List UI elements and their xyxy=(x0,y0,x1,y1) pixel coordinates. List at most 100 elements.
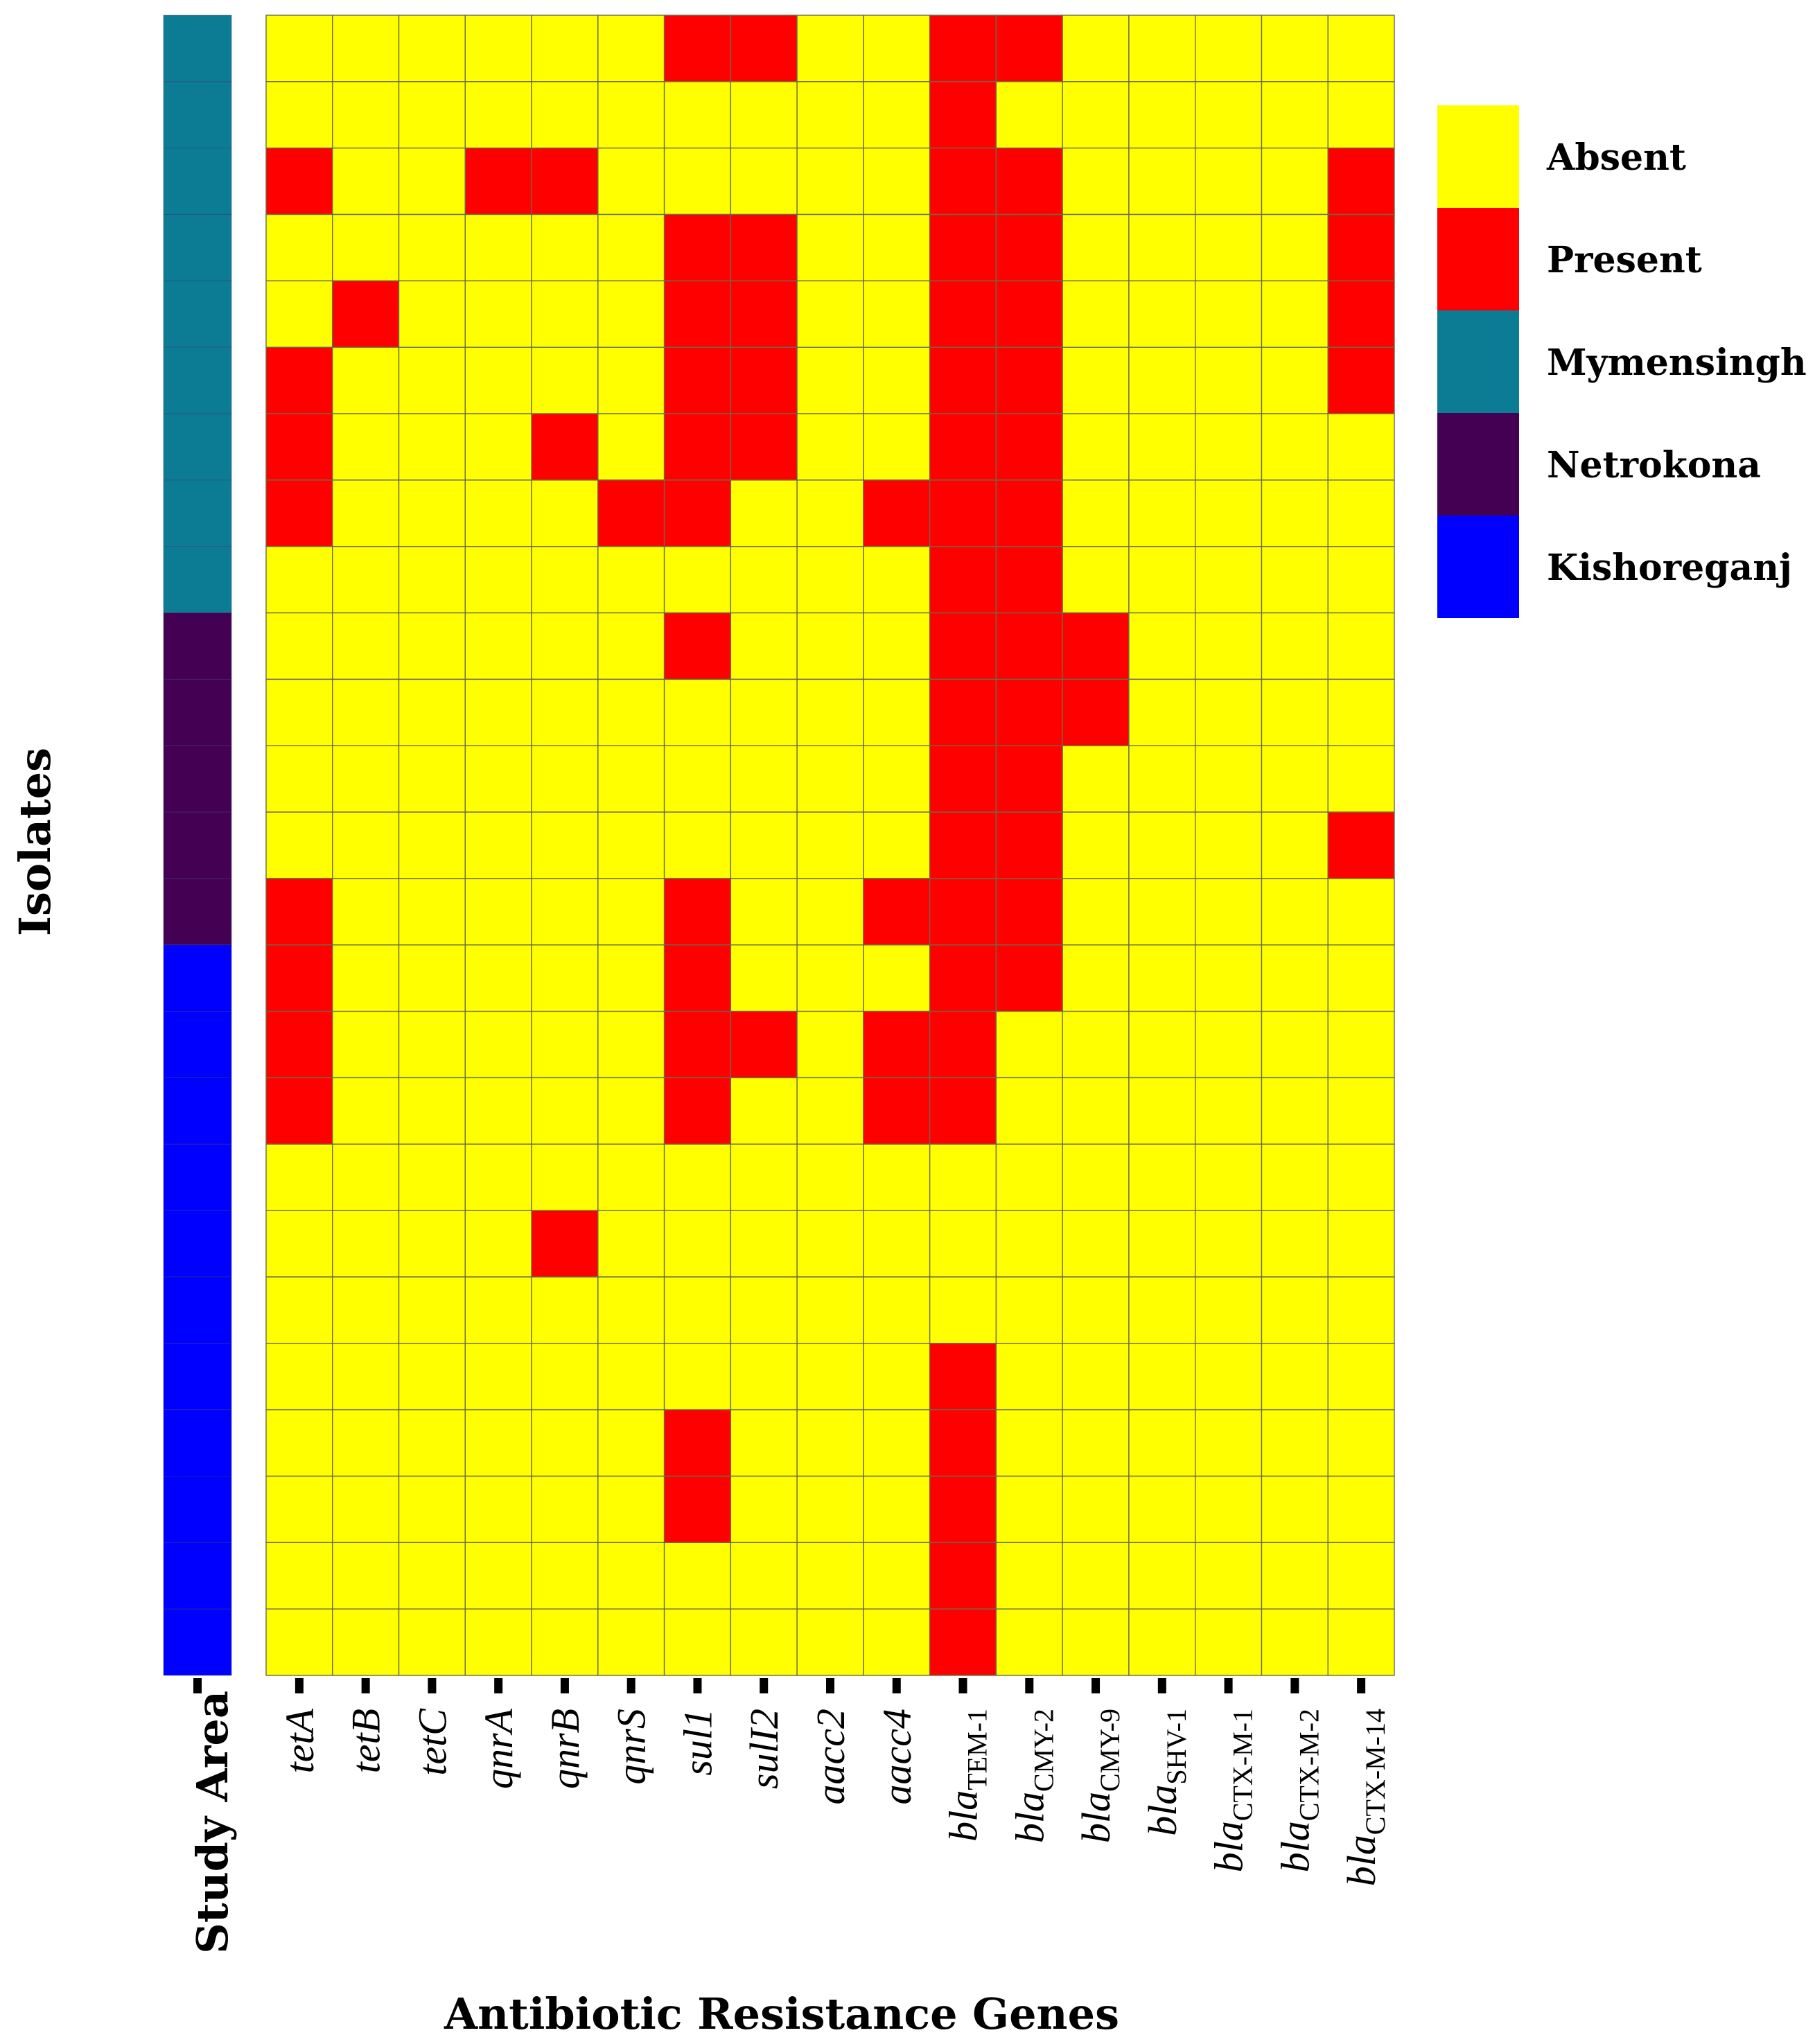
heatmap-cell xyxy=(1062,1475,1130,1544)
heatmap-cell xyxy=(863,678,931,746)
heatmap-cell xyxy=(1261,1276,1329,1344)
heatmap-cell xyxy=(995,944,1063,1012)
heatmap-cell xyxy=(1327,1276,1395,1344)
heatmap-cell xyxy=(1327,612,1395,680)
heatmap-cell xyxy=(929,346,997,414)
heatmap-cell xyxy=(995,1475,1063,1544)
heatmap-cell xyxy=(398,745,466,813)
study-area-cell xyxy=(163,81,232,149)
heatmap-cell xyxy=(796,745,864,813)
heatmap-cell xyxy=(1062,479,1130,547)
heatmap-cell xyxy=(863,811,931,879)
heatmap-cell xyxy=(1327,1210,1395,1278)
heatmap-cell xyxy=(1327,1409,1395,1477)
legend-swatch xyxy=(1437,208,1519,310)
heatmap-cell xyxy=(863,15,931,82)
x-tick xyxy=(892,1678,901,1693)
gene-label: blaCTX-M-1 xyxy=(1207,1709,1259,1872)
legend-swatch xyxy=(1437,516,1519,618)
heatmap-cell xyxy=(730,1409,798,1477)
heatmap-cell xyxy=(1195,745,1263,813)
heatmap-cell xyxy=(663,479,732,547)
study-area-cell xyxy=(163,944,232,1012)
heatmap-cell xyxy=(531,280,599,348)
heatmap-cell xyxy=(464,81,532,149)
heatmap-cell xyxy=(1261,546,1329,614)
heatmap-cell xyxy=(1062,612,1130,680)
study-area-cell xyxy=(163,1011,232,1078)
heatmap-cell xyxy=(265,1276,333,1344)
heatmap-cell xyxy=(863,1475,931,1544)
heatmap-cell xyxy=(863,213,931,282)
heatmap-cell xyxy=(1327,479,1395,547)
study-area-cell xyxy=(163,1077,232,1145)
heatmap-cell xyxy=(1327,944,1395,1012)
heatmap-cell xyxy=(863,346,931,414)
heatmap-cell xyxy=(995,81,1063,149)
heatmap-cell xyxy=(995,1542,1063,1610)
heatmap-cell xyxy=(995,15,1063,82)
heatmap-cell xyxy=(1128,1077,1196,1145)
x-tick xyxy=(626,1678,635,1693)
heatmap-cell xyxy=(464,213,532,282)
heatmap-cell xyxy=(995,878,1063,946)
gene-label: sul1 xyxy=(675,1709,720,1776)
heatmap-cell xyxy=(1261,280,1329,348)
heatmap-cell xyxy=(995,147,1063,215)
heatmap-cell xyxy=(929,811,997,879)
heatmap-cell xyxy=(531,346,599,414)
heatmap-cell xyxy=(332,811,400,879)
heatmap-cell xyxy=(929,479,997,547)
heatmap-cell xyxy=(1062,346,1130,414)
heatmap-cell xyxy=(995,612,1063,680)
heatmap-cell xyxy=(464,878,532,946)
heatmap-cell xyxy=(1195,1077,1263,1145)
heatmap-cell xyxy=(1062,1276,1130,1344)
heatmap-cell xyxy=(1261,1475,1329,1544)
heatmap-cell xyxy=(995,213,1063,282)
heatmap-cell xyxy=(995,811,1063,879)
heatmap-cell xyxy=(464,745,532,813)
heatmap-cell xyxy=(1195,346,1263,414)
heatmap-cell xyxy=(929,678,997,746)
heatmap-cell xyxy=(1062,546,1130,614)
gene-label: blaCMY-9 xyxy=(1073,1709,1125,1843)
x-tick xyxy=(826,1678,834,1693)
study-area-cell xyxy=(163,1409,232,1477)
heatmap-cell xyxy=(332,612,400,680)
heatmap-cell xyxy=(265,1409,333,1477)
heatmap-cell xyxy=(1261,745,1329,813)
heatmap-cell xyxy=(1261,147,1329,215)
heatmap-cell xyxy=(863,413,931,481)
heatmap-cell xyxy=(531,147,599,215)
heatmap-cell xyxy=(1327,81,1395,149)
heatmap-cell xyxy=(663,413,732,481)
heatmap-cell xyxy=(1128,678,1196,746)
heatmap-cell xyxy=(863,1343,931,1411)
heatmap-cell xyxy=(796,1077,864,1145)
heatmap-cell xyxy=(730,413,798,481)
heatmap-cell xyxy=(796,1542,864,1610)
heatmap-cell xyxy=(1261,413,1329,481)
heatmap-cell xyxy=(663,280,732,348)
heatmap-cell xyxy=(1327,413,1395,481)
heatmap-cell xyxy=(265,1343,333,1411)
heatmap-cell xyxy=(929,745,997,813)
heatmap-cell xyxy=(265,1077,333,1145)
x-axis-tick-labels: tetA tetB tetC qnrA qnrB qnrS sul1 sulI2 aacc2 aa… xyxy=(277,1708,1391,1887)
heatmap-cell xyxy=(796,346,864,414)
heatmap-cell xyxy=(1327,1010,1395,1079)
x-tick xyxy=(1025,1678,1034,1693)
heatmap-cell xyxy=(730,878,798,946)
heatmap-cell xyxy=(1195,1276,1263,1344)
heatmap-cell xyxy=(464,1542,532,1610)
heatmap-cell xyxy=(332,1608,400,1676)
legend-swatch xyxy=(1437,310,1519,413)
heatmap-cell xyxy=(863,612,931,680)
heatmap-cell xyxy=(464,944,532,1012)
heatmap-cell xyxy=(995,1143,1063,1211)
heatmap-cell xyxy=(332,1409,400,1477)
heatmap-cell xyxy=(796,944,864,1012)
heatmap-cell xyxy=(1195,280,1263,348)
heatmap-cell xyxy=(929,1010,997,1079)
